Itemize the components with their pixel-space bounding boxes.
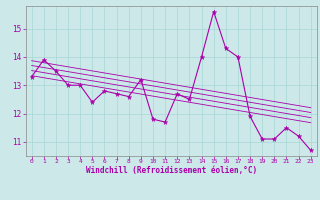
X-axis label: Windchill (Refroidissement éolien,°C): Windchill (Refroidissement éolien,°C) [86,166,257,175]
